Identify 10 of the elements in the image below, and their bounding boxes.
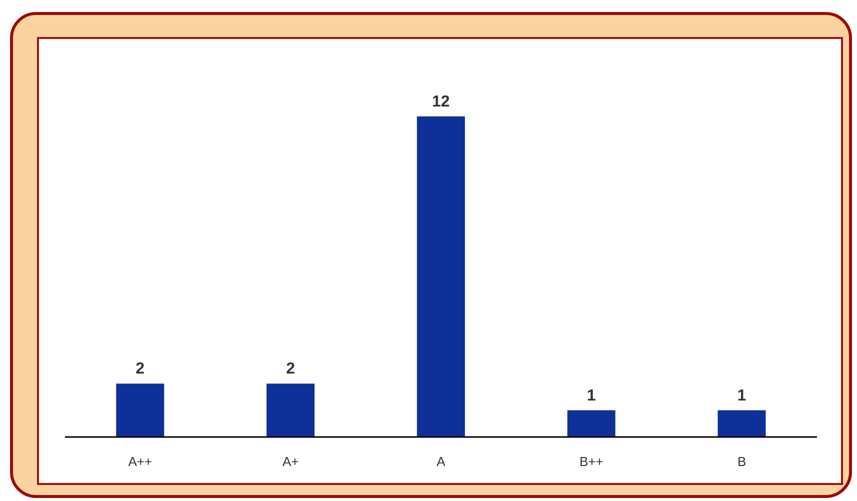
x-tick-label: B	[737, 454, 746, 470]
data-label: 1	[737, 387, 746, 404]
data-label: 2	[286, 360, 296, 378]
data-label: 12	[432, 93, 450, 110]
x-tick-label: A	[436, 454, 446, 470]
x-tick-label: A++	[128, 454, 152, 470]
data-label: 2	[136, 360, 145, 378]
data-label: 1	[586, 387, 596, 404]
x-tick-label: B++	[579, 454, 604, 470]
x-tick-label: A+	[282, 454, 299, 470]
